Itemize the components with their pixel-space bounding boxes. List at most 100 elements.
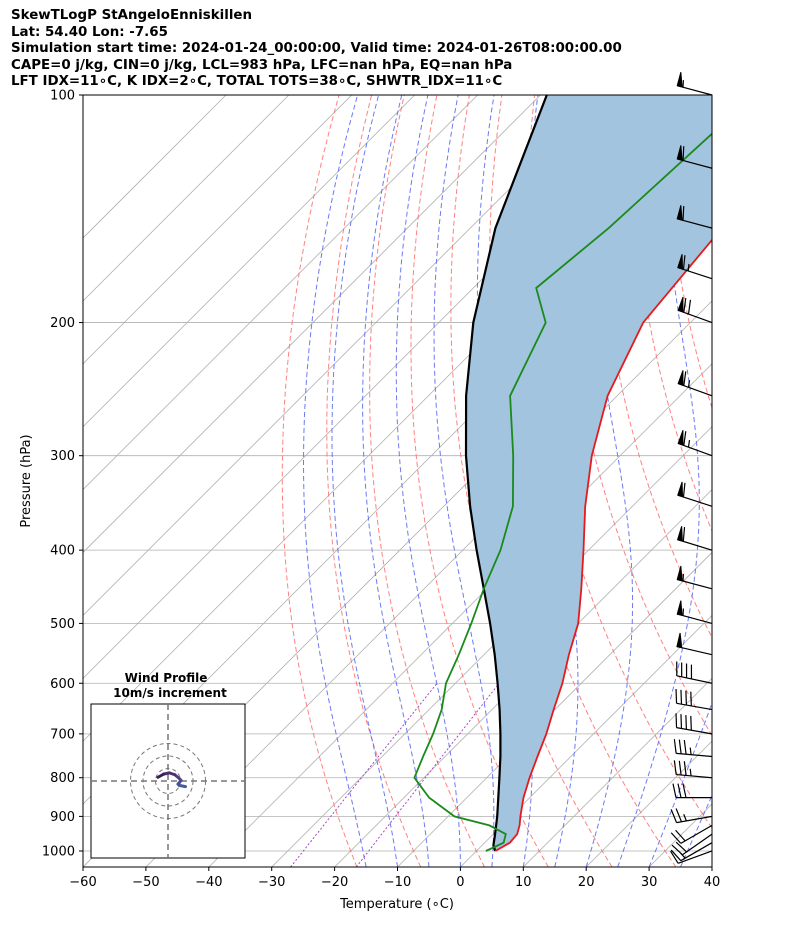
wind-barb-full xyxy=(675,688,678,704)
wind-barb xyxy=(673,760,713,779)
isotherm-line xyxy=(83,95,353,365)
y-tick-label: 900 xyxy=(50,810,75,825)
isotherm-line xyxy=(460,614,712,867)
temperature-line xyxy=(494,238,712,852)
dry-adiabat-line xyxy=(369,95,485,867)
moist-adiabat-line xyxy=(648,701,712,867)
wind-barb-full xyxy=(682,206,685,221)
wind-barb xyxy=(676,661,713,684)
isotherm-line xyxy=(83,95,227,239)
wind-barb xyxy=(675,688,713,711)
wind-barb xyxy=(677,254,713,280)
y-axis-label: Pressure (hPa) xyxy=(19,434,34,527)
wind-barb-shaft xyxy=(682,833,713,856)
wind-barb xyxy=(676,205,713,229)
wind-barb xyxy=(676,526,713,551)
mixing-ratio-line xyxy=(290,682,438,867)
header-title: SkewTLogP StAngeloEnniskillen xyxy=(11,8,253,23)
dewpoint-line xyxy=(413,132,712,852)
wind-barb-full xyxy=(683,739,687,755)
y-tick-label: 700 xyxy=(50,727,75,742)
wind-barb-full xyxy=(683,431,687,446)
wind-barb-flag xyxy=(676,205,683,221)
wind-barb xyxy=(670,808,713,824)
wind-barb-half xyxy=(687,439,691,448)
dry-adiabat-line xyxy=(597,95,712,639)
header-indices-2: LFT IDX=11∘C, K IDX=2∘C, TOTAL TOTS=38∘C… xyxy=(11,74,503,89)
wind-barb-full xyxy=(683,298,687,313)
hodograph-trace-segment xyxy=(156,772,166,779)
dry-adiabat-line xyxy=(730,95,794,867)
dry-adiabat-line xyxy=(450,95,613,867)
hodograph-subtitle: 10m/s increment xyxy=(113,686,227,700)
wind-barb xyxy=(675,713,713,735)
wind-barb xyxy=(676,72,713,96)
isotherm-line xyxy=(523,677,712,867)
x-tick-label: 40 xyxy=(704,875,721,890)
isotherm-line xyxy=(711,866,712,867)
wind-barb xyxy=(670,850,713,864)
wind-barb-full xyxy=(670,832,682,844)
wind-barb-full xyxy=(673,760,677,775)
moist-adiabat-line xyxy=(362,95,430,867)
hodograph-title: Wind Profile xyxy=(125,671,208,685)
wind-barb-shaft xyxy=(676,675,713,684)
wind-barb-full xyxy=(670,849,682,862)
moist-adiabat-line xyxy=(585,95,634,867)
header-indices-1: CAPE=0 j/kg, CIN=0 j/kg, LCL=983 hPa, LF… xyxy=(11,57,513,73)
wind-barb-shaft xyxy=(676,646,713,656)
moist-adiabat-line xyxy=(331,95,398,867)
x-tick-label: −20 xyxy=(321,875,348,890)
moist-adiabat-line xyxy=(433,95,495,867)
axis-ticks: −60 −50 −40 −30 −20 −10 0 10 20 30 40 1000 900 800 700… xyxy=(42,89,720,891)
wind-barb-full xyxy=(685,715,687,730)
profile-lines xyxy=(413,95,712,852)
wind-barb-shaft xyxy=(676,773,713,779)
y-tick-label: 500 xyxy=(50,617,75,632)
isotherm-line xyxy=(83,95,478,491)
moist-adiabat-line xyxy=(303,95,367,867)
wind-barb-flag xyxy=(676,72,683,88)
y-tick-label: 300 xyxy=(50,449,75,464)
wind-barb-full xyxy=(690,715,692,731)
y-tick-label: 1000 xyxy=(42,844,75,859)
wind-barb-half xyxy=(689,768,692,776)
isotherm-line xyxy=(83,95,604,616)
wind-barb-flag xyxy=(677,254,684,270)
wind-barb-full xyxy=(675,808,683,822)
parcel-path-line xyxy=(464,95,548,852)
wind-barb-full xyxy=(690,691,692,706)
wind-barb-shaft xyxy=(676,752,713,758)
x-tick-label: −50 xyxy=(132,875,159,890)
x-tick-label: 10 xyxy=(515,875,532,890)
wind-barb-full xyxy=(687,299,692,315)
wind-barbs xyxy=(670,72,713,864)
wind-barb-full xyxy=(680,689,683,705)
wind-barb xyxy=(676,145,713,169)
wind-barb xyxy=(677,370,713,397)
wind-barb-full xyxy=(685,690,687,706)
y-tick-label: 800 xyxy=(50,771,75,786)
wind-barb-full xyxy=(670,809,678,823)
y-tick-label: 600 xyxy=(50,677,75,692)
wind-barb-shaft xyxy=(680,842,713,862)
dry-adiabat-line xyxy=(326,95,422,867)
wind-barb-full xyxy=(682,482,686,498)
isotherm-line xyxy=(83,95,290,302)
wind-barb-flag xyxy=(677,296,684,313)
wind-barb-shaft xyxy=(676,727,713,735)
wind-barb xyxy=(677,481,713,507)
isotherm-line xyxy=(83,95,541,554)
wind-barb-half xyxy=(689,747,692,755)
wind-barb xyxy=(672,783,712,799)
x-tick-label: −30 xyxy=(258,875,285,890)
x-axis-label: Temperature (∘C) xyxy=(339,897,454,912)
wind-barb xyxy=(676,565,713,590)
wind-barb-flag xyxy=(676,526,683,542)
wind-barb-full xyxy=(682,255,686,270)
moist-adiabat-line xyxy=(680,794,712,867)
wind-barb-flag xyxy=(676,632,683,649)
wind-barb-half xyxy=(687,263,690,272)
wind-barb-flag xyxy=(677,430,684,446)
